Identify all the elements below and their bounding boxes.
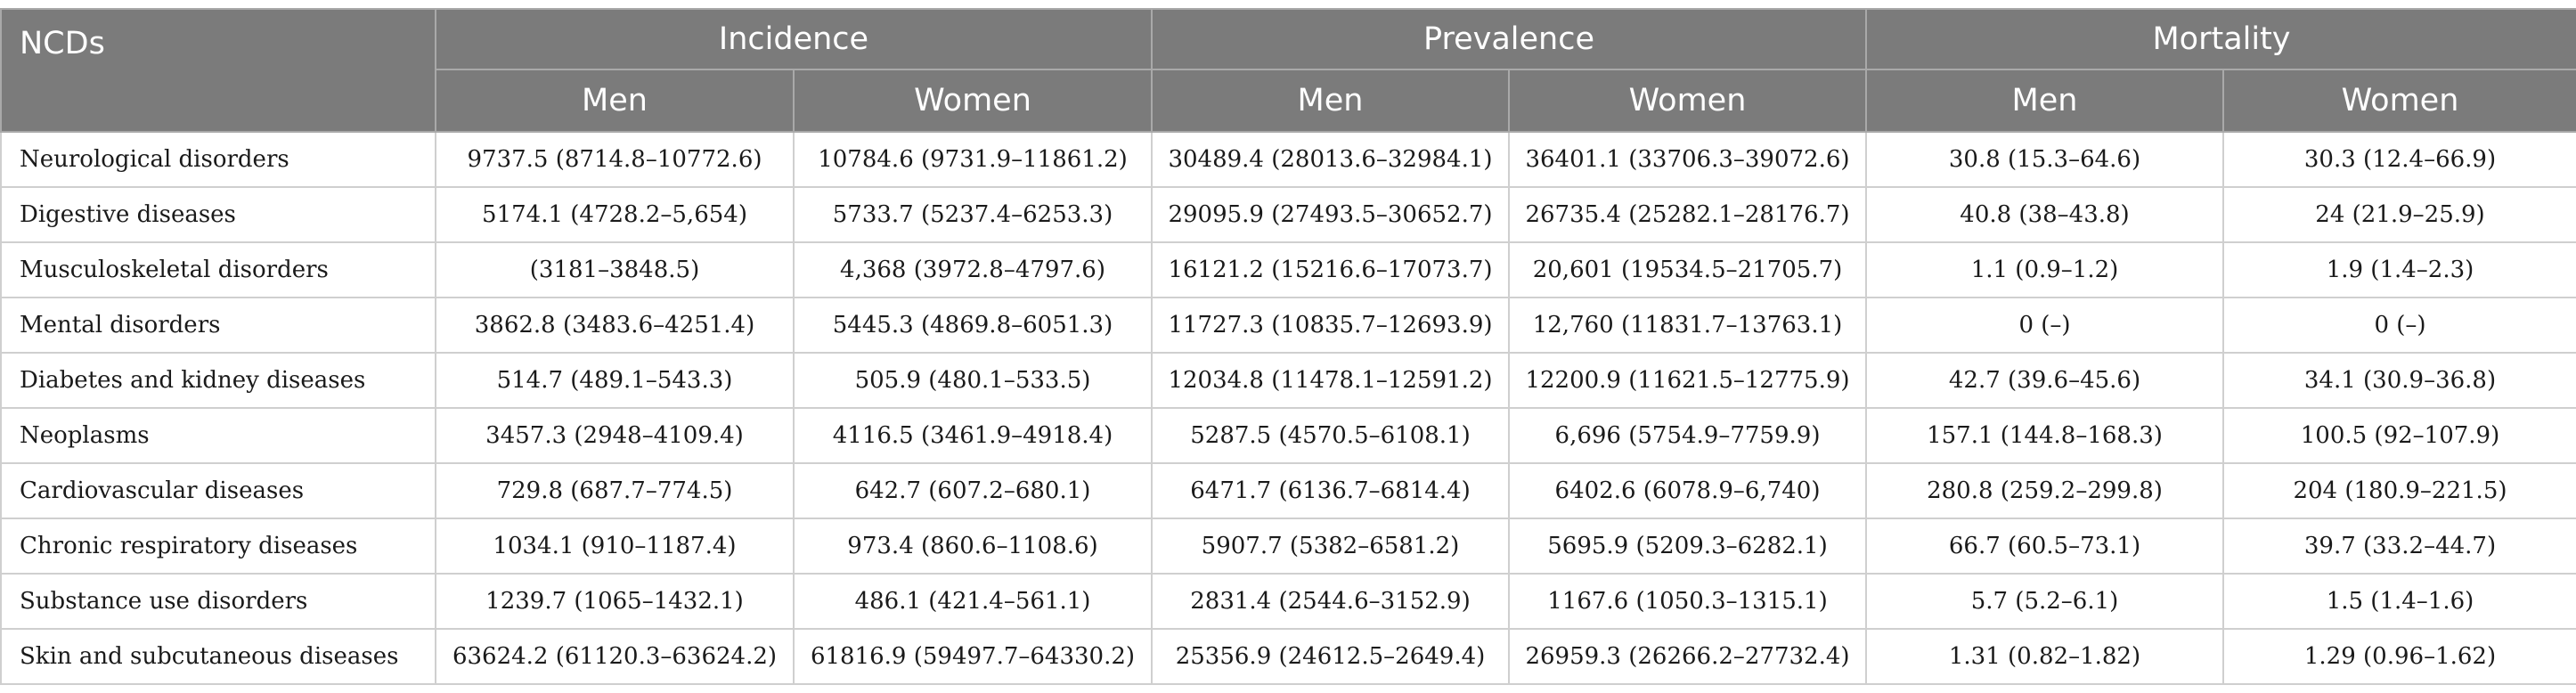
row-label: Neoplasms [0, 407, 436, 464]
mortality-men-cell: 280.8 (259.2–299.8) [1865, 462, 2224, 519]
prevalence-women-cell: 36401.1 (33706.3–39072.6) [1508, 131, 1867, 188]
table-row: Diabetes and kidney diseases 514.7 (489.… [0, 352, 2576, 409]
incidence-group-header: Incidence [435, 8, 1153, 70]
incidence-women-cell: 4,368 (3972.8–4797.6) [793, 241, 1153, 298]
incidence-women-cell: 10784.6 (9731.9–11861.2) [793, 131, 1153, 188]
mortality-group-header: Mortality [1865, 8, 2576, 70]
ncd-table: NCDs Incidence Prevalence Mortality Men … [0, 8, 2576, 685]
mortality-women-cell: 24 (21.9–25.9) [2222, 186, 2576, 243]
incidence-women-cell: 4116.5 (3461.9–4918.4) [793, 407, 1153, 464]
table-row: Digestive diseases 5174.1 (4728.2–5,654)… [0, 186, 2576, 243]
table-body: Neurological disorders 9737.5 (8714.8–10… [0, 131, 2576, 685]
prevalence-women-cell: 6402.6 (6078.9–6,740) [1508, 462, 1867, 519]
table-row: Musculoskeletal disorders (3181–3848.5) … [0, 241, 2576, 298]
mortality-men-cell: 66.7 (60.5–73.1) [1865, 518, 2224, 575]
prevalence-men-cell: 2831.4 (2544.6–3152.9) [1151, 573, 1510, 630]
mortality-women-header: Women [2222, 69, 2576, 133]
mortality-men-cell: 40.8 (38–43.8) [1865, 186, 2224, 243]
row-label: Neurological disorders [0, 131, 436, 188]
row-label: Mental disorders [0, 297, 436, 354]
mortality-men-cell: 30.8 (15.3–64.6) [1865, 131, 2224, 188]
prevalence-women-cell: 1167.6 (1050.3–1315.1) [1508, 573, 1867, 630]
table-row: Neurological disorders 9737.5 (8714.8–10… [0, 131, 2576, 188]
mortality-men-cell: 1.31 (0.82–1.82) [1865, 628, 2224, 685]
prevalence-men-cell: 16121.2 (15216.6–17073.7) [1151, 241, 1510, 298]
mortality-women-cell: 100.5 (92–107.9) [2222, 407, 2576, 464]
mortality-men-cell: 42.7 (39.6–45.6) [1865, 352, 2224, 409]
row-label: Cardiovascular diseases [0, 462, 436, 519]
incidence-men-cell: 63624.2 (61120.3–63624.2) [435, 628, 795, 685]
prevalence-men-cell: 30489.4 (28013.6–32984.1) [1151, 131, 1510, 188]
table-row: Chronic respiratory diseases 1034.1 (910… [0, 518, 2576, 575]
incidence-women-header: Women [793, 69, 1153, 133]
incidence-men-cell: 1034.1 (910–1187.4) [435, 518, 795, 575]
prevalence-women-cell: 26735.4 (25282.1–28176.7) [1508, 186, 1867, 243]
mortality-women-cell: 1.29 (0.96–1.62) [2222, 628, 2576, 685]
prevalence-women-cell: 12,760 (11831.7–13763.1) [1508, 297, 1867, 354]
incidence-men-cell: 3862.8 (3483.6–4251.4) [435, 297, 795, 354]
prevalence-men-cell: 12034.8 (11478.1–12591.2) [1151, 352, 1510, 409]
prevalence-men-cell: 5287.5 (4570.5–6108.1) [1151, 407, 1510, 464]
incidence-women-cell: 5445.3 (4869.8–6051.3) [793, 297, 1153, 354]
incidence-men-cell: 1239.7 (1065–1432.1) [435, 573, 795, 630]
prevalence-women-cell: 12200.9 (11621.5–12775.9) [1508, 352, 1867, 409]
mortality-women-cell: 30.3 (12.4–66.9) [2222, 131, 2576, 188]
mortality-women-cell: 39.7 (33.2–44.7) [2222, 518, 2576, 575]
header-row-sex: Men Women Men Women Men Women [1, 69, 2576, 133]
prevalence-men-cell: 6471.7 (6136.7–6814.4) [1151, 462, 1510, 519]
prevalence-men-cell: 25356.9 (24612.5–2649.4) [1151, 628, 1510, 685]
mortality-men-cell: 157.1 (144.8–168.3) [1865, 407, 2224, 464]
row-label: Chronic respiratory diseases [0, 518, 436, 575]
row-label: Substance use disorders [0, 573, 436, 630]
prevalence-women-cell: 26959.3 (26266.2–27732.4) [1508, 628, 1867, 685]
incidence-women-cell: 505.9 (480.1–533.5) [793, 352, 1153, 409]
row-label: Skin and subcutaneous diseases [0, 628, 436, 685]
prevalence-women-cell: 20,601 (19534.5–21705.7) [1508, 241, 1867, 298]
mortality-women-cell: 1.9 (1.4–2.3) [2222, 241, 2576, 298]
incidence-men-cell: 9737.5 (8714.8–10772.6) [435, 131, 795, 188]
mortality-men-cell: 5.7 (5.2–6.1) [1865, 573, 2224, 630]
incidence-men-cell: 729.8 (687.7–774.5) [435, 462, 795, 519]
incidence-men-cell: 3457.3 (2948–4109.4) [435, 407, 795, 464]
row-label: Diabetes and kidney diseases [0, 352, 436, 409]
row-label: Musculoskeletal disorders [0, 241, 436, 298]
mortality-men-header: Men [1865, 69, 2224, 133]
table-row: Mental disorders 3862.8 (3483.6–4251.4) … [0, 297, 2576, 354]
mortality-men-cell: 0 (–) [1865, 297, 2224, 354]
mortality-women-cell: 0 (–) [2222, 297, 2576, 354]
incidence-women-cell: 5733.7 (5237.4–6253.3) [793, 186, 1153, 243]
header-row-groups: NCDs Incidence Prevalence Mortality [0, 8, 2576, 133]
incidence-men-cell: (3181–3848.5) [435, 241, 795, 298]
row-label: Digestive diseases [0, 186, 436, 243]
incidence-women-cell: 973.4 (860.6–1108.6) [793, 518, 1153, 575]
prevalence-men-header: Men [1151, 69, 1510, 133]
incidence-men-cell: 514.7 (489.1–543.3) [435, 352, 795, 409]
table-row: Neoplasms 3457.3 (2948–4109.4) 4116.5 (3… [0, 407, 2576, 464]
incidence-men-cell: 5174.1 (4728.2–5,654) [435, 186, 795, 243]
prevalence-men-cell: 11727.3 (10835.7–12693.9) [1151, 297, 1510, 354]
incidence-women-cell: 486.1 (421.4–561.1) [793, 573, 1153, 630]
incidence-women-cell: 61816.9 (59497.7–64330.2) [793, 628, 1153, 685]
prevalence-women-header: Women [1508, 69, 1867, 133]
incidence-women-cell: 642.7 (607.2–680.1) [793, 462, 1153, 519]
prevalence-women-cell: 5695.9 (5209.3–6282.1) [1508, 518, 1867, 575]
incidence-men-header: Men [435, 69, 795, 133]
mortality-women-cell: 34.1 (30.9–36.8) [2222, 352, 2576, 409]
mortality-women-cell: 1.5 (1.4–1.6) [2222, 573, 2576, 630]
mortality-women-cell: 204 (180.9–221.5) [2222, 462, 2576, 519]
table-header: NCDs Incidence Prevalence Mortality Men … [0, 8, 2576, 133]
prevalence-men-cell: 5907.7 (5382–6581.2) [1151, 518, 1510, 575]
prevalence-women-cell: 6,696 (5754.9–7759.9) [1508, 407, 1867, 464]
table-row: Cardiovascular diseases 729.8 (687.7–774… [0, 462, 2576, 519]
table-row: Substance use disorders 1239.7 (1065–143… [0, 573, 2576, 630]
ncds-column-header: NCDs [0, 8, 436, 133]
mortality-men-cell: 1.1 (0.9–1.2) [1865, 241, 2224, 298]
table-row: Skin and subcutaneous diseases 63624.2 (… [0, 628, 2576, 685]
prevalence-men-cell: 29095.9 (27493.5–30652.7) [1151, 186, 1510, 243]
prevalence-group-header: Prevalence [1151, 8, 1867, 70]
